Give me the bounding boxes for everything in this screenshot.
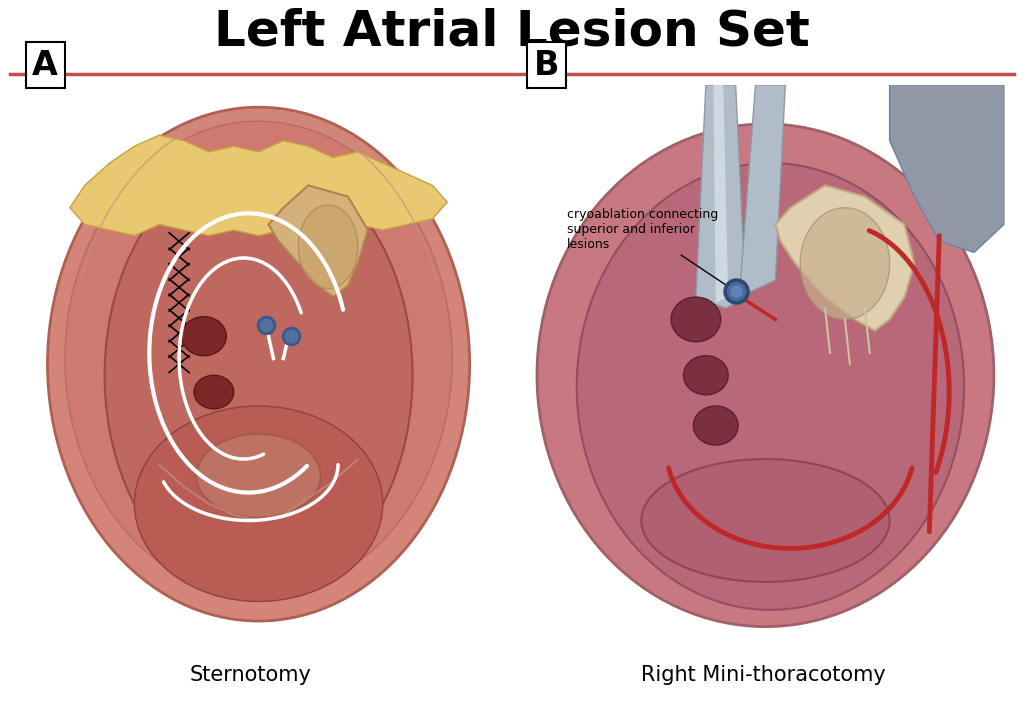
Ellipse shape	[197, 434, 321, 518]
Text: Left Atrial Lesion Set: Left Atrial Lesion Set	[214, 8, 810, 56]
Polygon shape	[696, 85, 745, 308]
Bar	[26, 42, 65, 88]
Ellipse shape	[47, 107, 470, 621]
Ellipse shape	[577, 163, 965, 610]
Polygon shape	[268, 185, 368, 297]
Polygon shape	[70, 135, 447, 235]
Text: A: A	[32, 49, 58, 82]
Bar	[527, 42, 566, 88]
Polygon shape	[775, 185, 914, 331]
Ellipse shape	[298, 205, 358, 288]
Text: Right Mini-thoracotomy: Right Mini-thoracotomy	[640, 665, 886, 685]
Ellipse shape	[537, 124, 994, 626]
Ellipse shape	[181, 317, 226, 356]
Ellipse shape	[800, 208, 890, 320]
Ellipse shape	[104, 158, 413, 593]
Ellipse shape	[683, 356, 728, 395]
Ellipse shape	[671, 297, 721, 341]
Text: Sternotomy: Sternotomy	[189, 665, 312, 685]
Text: B: B	[535, 49, 559, 82]
Polygon shape	[890, 85, 1004, 252]
Ellipse shape	[65, 121, 453, 596]
Text: cryoablation connecting
superior and inferior
lesions: cryoablation connecting superior and inf…	[567, 208, 732, 289]
Ellipse shape	[194, 375, 233, 409]
Polygon shape	[740, 85, 785, 291]
Ellipse shape	[641, 459, 890, 582]
Ellipse shape	[693, 406, 738, 445]
Polygon shape	[714, 85, 728, 303]
Ellipse shape	[134, 406, 383, 602]
